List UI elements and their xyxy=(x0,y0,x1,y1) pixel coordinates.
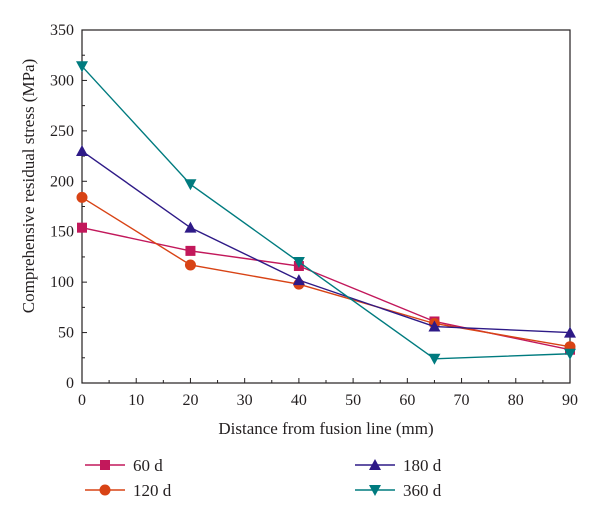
data-point xyxy=(76,191,88,203)
data-point xyxy=(292,274,305,286)
x-tick-label: 70 xyxy=(454,392,470,409)
series-line xyxy=(81,65,571,360)
data-point xyxy=(184,259,196,271)
series-2 xyxy=(76,145,576,338)
data-point xyxy=(184,221,197,233)
legend: 60 d 120 d 180 d 360 d xyxy=(85,456,442,500)
y-axis-ticks: 0 50 100 150 200 250 300 350 xyxy=(50,22,87,392)
legend-label: 360 d xyxy=(403,481,442,500)
data-point xyxy=(185,245,196,256)
legend-marker xyxy=(369,459,381,470)
x-axis-ticks: 0 10 20 30 40 50 60 70 80 90 xyxy=(78,378,578,409)
legend-label: 120 d xyxy=(133,481,172,500)
y-tick-label: 250 xyxy=(50,123,74,140)
series-line xyxy=(81,150,571,334)
x-tick-label: 90 xyxy=(562,392,578,409)
y-tick-label: 200 xyxy=(50,173,74,190)
plot-frame xyxy=(81,29,571,384)
data-point xyxy=(292,256,305,268)
legend-label: 180 d xyxy=(403,456,442,475)
legend-item: 360 d xyxy=(355,481,442,500)
y-tick-label: 300 xyxy=(50,72,74,89)
data-point xyxy=(76,145,88,157)
data-point xyxy=(564,326,576,338)
series-1 xyxy=(76,191,576,353)
legend-item: 120 d xyxy=(85,481,172,500)
x-tick-label: 50 xyxy=(345,392,361,409)
data-point xyxy=(428,320,441,332)
plot-border xyxy=(81,29,571,384)
data-point xyxy=(428,353,441,365)
legend-marker xyxy=(99,484,111,496)
series-line xyxy=(81,196,571,348)
x-tick-label: 10 xyxy=(128,392,144,409)
x-tick-label: 80 xyxy=(508,392,524,409)
y-tick-label: 350 xyxy=(50,22,74,39)
y-tick-label: 100 xyxy=(50,274,74,291)
legend-item: 180 d xyxy=(355,456,442,475)
y-tick-label: 0 xyxy=(66,375,74,392)
series-layer xyxy=(76,61,576,365)
data-point xyxy=(76,61,88,73)
series-3 xyxy=(76,61,576,365)
data-point xyxy=(184,179,197,191)
legend-label: 60 d xyxy=(133,456,163,475)
x-tick-label: 40 xyxy=(291,392,307,409)
data-point xyxy=(564,348,576,360)
y-tick-label: 150 xyxy=(50,224,74,241)
legend-marker xyxy=(100,460,110,470)
y-tick-label: 50 xyxy=(58,325,74,342)
x-tick-label: 30 xyxy=(237,392,253,409)
x-tick-label: 20 xyxy=(182,392,198,409)
x-tick-label: 60 xyxy=(399,392,415,409)
legend-item: 60 d xyxy=(85,456,163,475)
legend-marker xyxy=(369,485,381,496)
x-axis-title: Distance from fusion line (mm) xyxy=(218,419,433,438)
y-axis-title: Comprehensive residual stress (MPa) xyxy=(19,59,38,313)
data-point xyxy=(77,222,87,233)
x-tick-label: 0 xyxy=(78,392,86,409)
